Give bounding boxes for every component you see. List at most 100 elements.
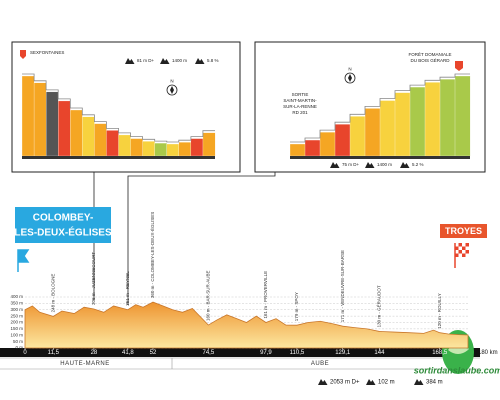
gradient-bar [439,79,456,157]
mountain-icon [330,162,340,168]
y-tick-label: 150 m [10,326,23,331]
x-tick-label: 0 [23,350,27,356]
x-tick-label: 28 [91,350,98,356]
place-label: 360 m - COLOMBEY-LES-DEUX-ÉGLISES [149,212,155,298]
climb-stat: 75 m D+ [342,162,360,167]
climb-note: RD 201 [292,110,308,115]
axis-band [0,348,480,357]
gradient-bar [289,143,306,157]
x-tick-label: 97,9 [260,350,272,356]
summary-stat: 2053 m D+ [330,380,360,386]
mountain-icon [400,162,410,168]
gradient-bar [21,75,35,157]
connector [127,172,276,305]
x-tick-label: 52 [150,350,157,356]
gradient-bar [364,108,381,157]
y-tick-label: 50 m [13,339,23,344]
gradient-bar [202,132,216,157]
mountain-icon [414,379,424,385]
compass-label: N [348,67,351,72]
climb-note: SUR-LA-RENNE [283,104,317,109]
gradient-bar [334,124,351,157]
compass-needle [348,74,352,82]
y-tick-label: 300 m [10,307,23,312]
climb-note: SAINT-MARTIN- [283,98,317,103]
place-label: 161 m - PROVERVILLE [263,271,268,319]
gradient-bar [178,142,192,157]
pin-icon [455,61,463,71]
start-flag [17,249,30,272]
finish-flag [454,243,469,268]
gradient-bar [142,141,156,157]
pin-icon [20,50,26,59]
place-label: 248 m - BOLOGNE [50,274,55,313]
profile-outline [22,73,215,143]
watermark: sortirdanslaube.com [414,365,500,375]
gradient-bar [45,91,59,157]
gradient-bar [394,92,411,157]
place-label: 179 m - SPOY [294,292,299,321]
climb-stat: 1400 m [172,58,187,63]
x-tick-label: 180 km [478,350,498,356]
x-tick-label: 74,5 [203,350,215,356]
y-tick-label: 400 m [10,294,23,299]
climb-note: SORTIE [292,92,309,97]
y-tick-label: 100 m [10,332,23,337]
gradient-bar [70,109,83,157]
mountain-icon [125,58,135,64]
climb-title: SEXFONTAINES [30,50,64,55]
place-label: 120 m - ROUILLY [437,293,442,328]
climb-stat: 81 m D+ [137,58,155,63]
gradient-bar [118,134,131,157]
climb-stat: 5.2 % [412,162,424,167]
y-tick-label: 250 m [10,313,23,318]
gradient-bar [82,116,95,157]
gradient-bar [409,86,426,157]
start-label: COLOMBEY- [33,213,94,224]
gradient-bar [166,143,180,157]
climb-stat: 1400 m [377,162,392,167]
finish-box [440,224,487,238]
gradient-bar [94,123,107,157]
elevation-area [24,301,469,349]
gradient-bar [58,100,71,157]
mountain-icon [366,379,376,385]
x-tick-label: 144 [374,350,385,356]
compass-needle [170,86,174,94]
place-label: 160 m - BAR-SUR-AUBE [206,271,211,322]
gradient-bar [130,138,143,157]
place-label: 171 m - VENDEUVRE-SUR-BARSE [340,250,345,322]
summary-stat: 384 m [426,380,443,386]
climb-stat: 5.8 % [207,58,219,63]
gradient-bar [190,138,204,157]
mountain-icon [195,58,205,64]
compass-label: N [170,79,173,84]
y-tick-label: 350 m [10,301,23,306]
x-tick-label: 41,8 [122,350,134,356]
distance-band [22,156,215,159]
gradient-bar [154,142,168,157]
climb-title: DU BOIS GÉRARD [410,57,450,63]
start-box [15,207,111,243]
gradient-bar [379,100,396,157]
gradient-bar [424,82,441,157]
region-label: HAUTE-MARNE [60,361,110,367]
finish-label: TROYES [445,226,482,236]
start-label: LES-DEUX-ÉGLISES [14,226,112,239]
place-label: 130 m - GÉRAUDOT [376,285,382,327]
profile-outline [290,73,470,143]
mountain-icon [160,58,170,64]
gradient-bar [304,139,321,157]
place-label: 306 m - JUZENNECOURT [91,252,96,305]
mountain-icon [365,162,375,168]
gradient-bar [454,75,471,157]
x-tick-label: 11,5 [48,350,60,356]
gradient-bar [33,82,47,157]
distance-band [290,156,470,159]
climb-title: FORÊT DOMANIALE [409,50,452,57]
place-label: 351 m - REYNEL [125,271,130,306]
region-label: AUBE [311,361,329,367]
gradient-bar [349,116,366,157]
